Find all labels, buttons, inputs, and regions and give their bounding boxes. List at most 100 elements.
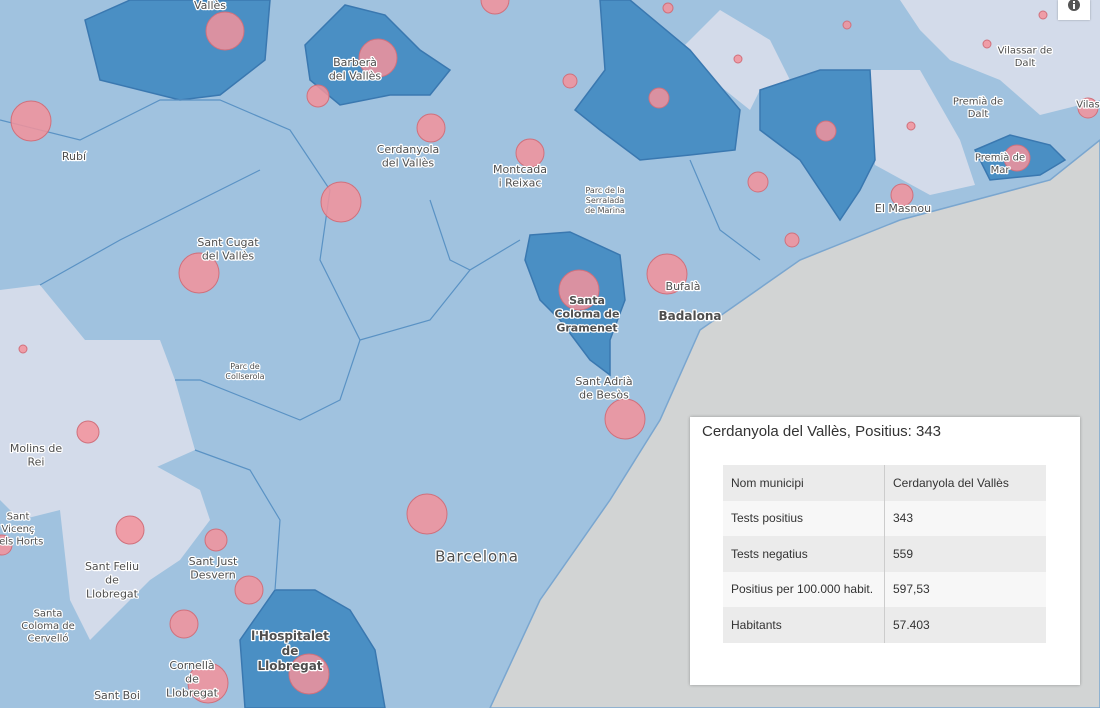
field-value: 57.403 bbox=[893, 617, 930, 632]
table-row: Nom municipi Cerdanyola del Vallès bbox=[723, 465, 1046, 501]
label-line: Badalona bbox=[659, 309, 722, 323]
field-value: 559 bbox=[893, 546, 914, 561]
label-line: Sant Adrià bbox=[575, 375, 632, 388]
case-circle bbox=[358, 38, 398, 78]
table-row: Tests negatius 559 bbox=[723, 536, 1046, 572]
case-circle bbox=[733, 54, 743, 64]
label-line: Santa bbox=[569, 294, 605, 307]
table-row: Positius per 100.000 habit. 597,53 bbox=[723, 571, 1046, 607]
high-regions bbox=[84, 0, 1067, 708]
label-line: Sant Just bbox=[189, 555, 238, 568]
place-label: Vilas bbox=[1076, 100, 1100, 111]
field-name: Nom municipi bbox=[723, 465, 885, 501]
place-label: Barcelona bbox=[435, 547, 519, 565]
label-line: Vilassar de bbox=[998, 46, 1053, 57]
case-circle bbox=[906, 121, 916, 131]
place-label: Santa Coloma de Cervelló bbox=[21, 609, 75, 645]
case-circle bbox=[204, 528, 228, 552]
case-circle bbox=[178, 252, 220, 294]
case-circle bbox=[562, 73, 578, 89]
table-row: Habitants 57.403 bbox=[723, 607, 1046, 643]
label-line: Serralada bbox=[586, 196, 625, 205]
label-line: Vilas bbox=[1076, 100, 1100, 111]
table-row: Tests positius 343 bbox=[723, 500, 1046, 536]
case-circle bbox=[480, 0, 510, 15]
label-line: Sant Boi bbox=[94, 689, 140, 702]
info-button[interactable] bbox=[1058, 0, 1090, 20]
popup: Cerdanyola del Vallès, Positius: 343 Nom… bbox=[690, 417, 1080, 685]
label-line: de Besòs bbox=[579, 389, 629, 402]
label-line: Vicenç bbox=[2, 524, 35, 535]
case-circle bbox=[982, 39, 992, 49]
case-circle bbox=[76, 420, 100, 444]
place-label: Parc de la Serralada de Marina bbox=[585, 186, 625, 215]
case-circle bbox=[558, 269, 600, 311]
label-line: Parc de la bbox=[585, 186, 624, 195]
case-circle bbox=[169, 609, 199, 639]
popup-title: Cerdanyola del Vallès, Positius: 343 bbox=[702, 423, 942, 440]
field-value: Cerdanyola del Vallès bbox=[893, 475, 1009, 490]
case-circle bbox=[234, 575, 264, 605]
place-label: Barberà del Vallès bbox=[329, 56, 382, 83]
place-label: Vilassar de Dalt bbox=[998, 46, 1053, 70]
place-label: Parc de Collserola bbox=[225, 362, 264, 381]
label-line: Desvern bbox=[190, 569, 236, 582]
case-circle bbox=[815, 120, 837, 142]
label-line: Llobregat bbox=[166, 686, 219, 699]
case-circle bbox=[187, 662, 229, 704]
place-label: El Masnou bbox=[875, 202, 931, 215]
place-label: Cerdanyola del Vallès bbox=[377, 143, 440, 170]
case-circle bbox=[662, 2, 674, 14]
label-line: de bbox=[282, 644, 299, 658]
place-label: Premià de Mar bbox=[975, 152, 1025, 177]
label-line: dels Horts bbox=[0, 537, 43, 548]
place-label: Sant Boi bbox=[94, 689, 140, 702]
case-circle bbox=[646, 253, 688, 295]
place-label: Sant Feliu de Llobregat bbox=[85, 560, 139, 601]
field-value: 597,53 bbox=[893, 582, 930, 597]
label-line: Bufalà bbox=[666, 280, 701, 293]
case-circle bbox=[205, 11, 245, 51]
label-line: Llobregat bbox=[257, 659, 322, 673]
label-line: del Vallès bbox=[202, 250, 255, 263]
label-line: Coloma de bbox=[21, 621, 75, 632]
label-line: de Marina bbox=[585, 206, 625, 215]
label-line: Sant Feliu bbox=[85, 560, 139, 573]
case-circle bbox=[288, 653, 330, 695]
info-icon bbox=[1068, 0, 1080, 11]
place-label: Vallès bbox=[194, 0, 226, 12]
place-label: Bufalà bbox=[666, 280, 701, 293]
label-line: Sant bbox=[7, 512, 30, 523]
label-line: Premià de bbox=[953, 96, 1003, 108]
label-line: Barberà bbox=[333, 56, 377, 69]
label-line: Barcelona bbox=[435, 547, 519, 565]
field-value: 343 bbox=[893, 511, 914, 526]
label-line: Montcada bbox=[493, 163, 547, 176]
label-line: Molins de bbox=[10, 442, 63, 455]
label-line: Vallès bbox=[194, 0, 226, 12]
label-line: Mar bbox=[991, 165, 1011, 176]
label-line: de bbox=[185, 673, 199, 686]
place-label: Sant Adrià de Besòs bbox=[575, 375, 632, 402]
case-circle bbox=[320, 181, 362, 223]
label-line: del Vallès bbox=[329, 70, 382, 83]
case-circle bbox=[747, 171, 769, 193]
label-line: Cervelló bbox=[28, 633, 69, 645]
place-label: Premià de Dalt bbox=[953, 96, 1003, 121]
label-line: Llobregat bbox=[86, 587, 139, 600]
case-circle bbox=[515, 138, 545, 168]
label-line: Collserola bbox=[225, 372, 264, 381]
case-circle bbox=[842, 20, 852, 30]
case-circle bbox=[784, 232, 800, 248]
case-circle bbox=[1077, 97, 1099, 119]
popup-table: Nom municipi Cerdanyola del Vallès Tests p… bbox=[723, 465, 1046, 643]
case-circle bbox=[604, 398, 646, 440]
place-label: Molins de Rei bbox=[10, 442, 63, 469]
label-line: Rei bbox=[28, 456, 45, 469]
place-label: Badalona bbox=[659, 309, 722, 323]
label-line: Coloma de bbox=[554, 308, 619, 321]
label-line: del Vallès bbox=[382, 157, 435, 170]
label-line: Santa bbox=[34, 609, 63, 620]
